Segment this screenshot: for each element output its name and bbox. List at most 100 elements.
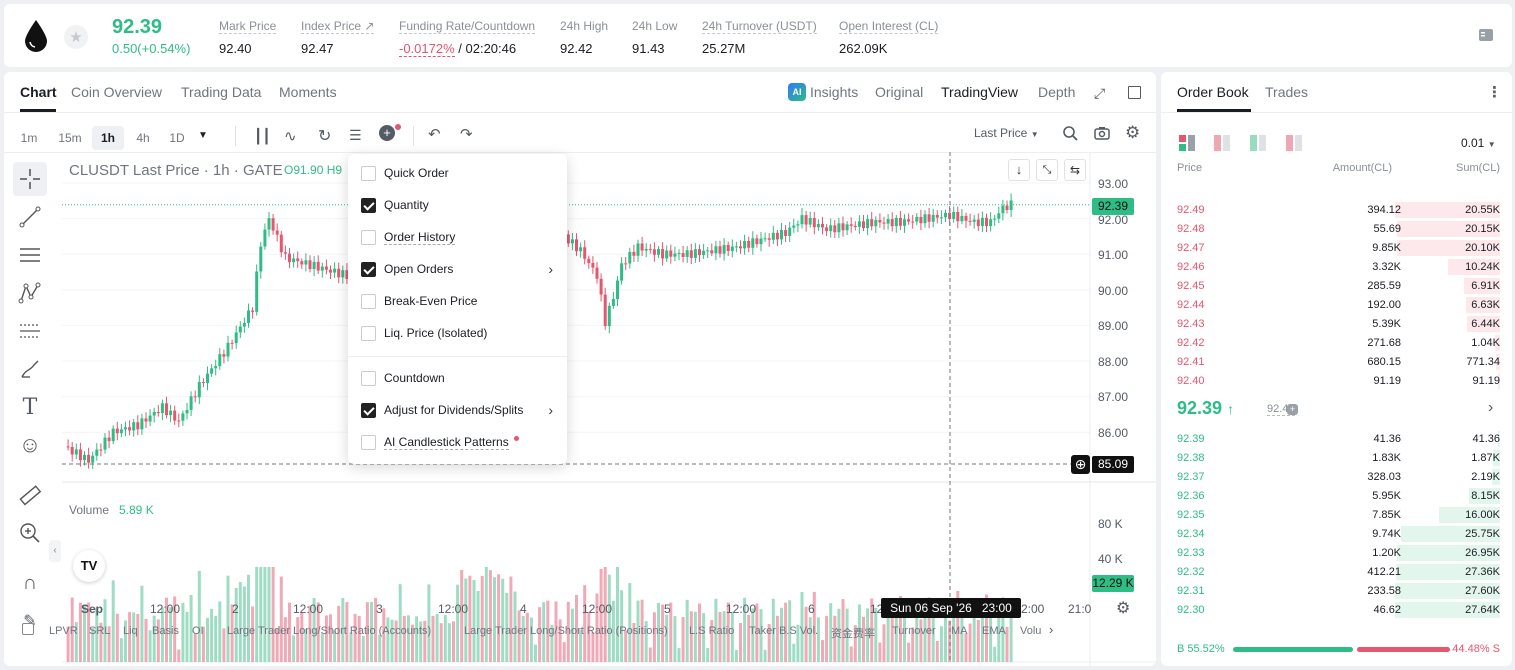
indicator-taker-bs-vol[interactable]: Taker B.S Vol. xyxy=(749,625,819,637)
bid-row[interactable]: 92.35 7.85K 16.00K xyxy=(1161,505,1512,524)
menu-item-quantity[interactable]: Quantity xyxy=(348,191,567,219)
checkbox[interactable] xyxy=(361,293,376,309)
expand-icon[interactable]: ⤢ xyxy=(1094,85,1106,101)
tab-coin-overview[interactable]: Coin Overview xyxy=(71,84,163,100)
chevron-right-icon[interactable]: › xyxy=(1488,399,1494,416)
ask-row[interactable]: 92.41 680.15 771.34 xyxy=(1161,352,1512,371)
tab-trading-data[interactable]: Trading Data xyxy=(181,84,262,100)
menu-item-ai-patterns[interactable]: AI Candlestick Patterns xyxy=(348,428,567,456)
checkbox[interactable] xyxy=(361,325,376,341)
view-depth[interactable]: Depth xyxy=(1038,84,1076,100)
menu-item-open-orders[interactable]: Open Orders › xyxy=(348,255,567,283)
tf-4h[interactable]: 4h xyxy=(136,131,150,145)
menu-item-order-history[interactable]: Order History xyxy=(348,223,567,251)
turnover-label[interactable]: 24h Turnover (USDT) xyxy=(702,19,817,34)
candles-type-icon[interactable]: ┃┃ xyxy=(254,128,271,144)
menu-item-liq-price[interactable]: Liq. Price (Isolated) xyxy=(348,319,567,347)
bid-row[interactable]: 92.33 1.20K 26.95K xyxy=(1161,543,1512,562)
checkbox[interactable] xyxy=(361,229,376,245)
tf-1h[interactable]: 1h xyxy=(92,126,124,150)
view-tradingview[interactable]: TradingView xyxy=(941,84,1019,100)
indicator-large-trader-positions[interactable]: Large Trader Long/Short Ratio (Positions… xyxy=(464,625,668,637)
checkbox[interactable] xyxy=(361,434,376,450)
pattern-tool-icon[interactable] xyxy=(13,276,47,310)
book-view-asks-icon[interactable] xyxy=(1214,135,1230,151)
crosshair-add-icon[interactable]: ⊕ xyxy=(1071,455,1090,474)
indicator-lpvr[interactable]: LPVR xyxy=(49,625,78,637)
tf-dropdown-icon[interactable]: ▼ xyxy=(198,130,208,141)
indicator-basis[interactable]: Basis xyxy=(152,625,179,637)
fullscreen-icon[interactable] xyxy=(1128,86,1141,99)
gear-icon[interactable]: ⚙ xyxy=(1125,123,1141,142)
indicator-funding-rate[interactable]: 资金费率 xyxy=(831,628,875,640)
checkbox[interactable] xyxy=(361,370,376,386)
funding-rate-label[interactable]: Funding Rate/Countdown xyxy=(399,19,536,34)
precision-select[interactable]: 0.01 ▼ xyxy=(1461,136,1496,150)
magnet-icon[interactable]: ∩ xyxy=(22,571,38,594)
bid-row[interactable]: 92.38 1.83K 1.87K xyxy=(1161,448,1512,467)
indicator-ma[interactable]: MA xyxy=(951,625,968,637)
bid-row[interactable]: 92.36 5.95K 8.15K xyxy=(1161,486,1512,505)
book-view-both-icon[interactable] xyxy=(1179,135,1195,151)
replay-icon[interactable]: ↻ xyxy=(318,128,332,145)
brush-tool-icon[interactable] xyxy=(13,352,47,386)
indicator-volume[interactable]: Volu xyxy=(1020,625,1042,637)
open-interest-label[interactable]: Open Interest (CL) xyxy=(839,19,939,34)
bid-row[interactable]: 92.37 328.03 2.19K xyxy=(1161,467,1512,486)
indicator-srl[interactable]: SRL xyxy=(89,625,111,637)
ask-row[interactable]: 92.44 192.00 6.63K xyxy=(1161,295,1512,314)
ask-row[interactable]: 92.48 55.69 20.15K xyxy=(1161,219,1512,238)
indicators-more-icon[interactable]: › xyxy=(1049,622,1054,637)
indicators-icon[interactable]: ∿ xyxy=(284,128,297,145)
search-icon[interactable] xyxy=(1062,125,1078,141)
more-vertical-icon[interactable]: ⋮ xyxy=(1487,84,1502,101)
favorite-star-icon[interactable]: ★ xyxy=(64,25,88,49)
reset-scale-icon[interactable]: ⇆ xyxy=(1064,159,1086,181)
checkbox-checked[interactable] xyxy=(361,402,376,418)
ask-row[interactable]: 92.40 91.19 91.19 xyxy=(1161,371,1512,390)
tab-trades[interactable]: Trades xyxy=(1265,84,1309,100)
indicator-ls-ratio[interactable]: L.S Ratio xyxy=(689,625,735,637)
bid-row[interactable]: 92.30 46.62 27.64K xyxy=(1161,600,1512,619)
checkbox-checked[interactable] xyxy=(361,197,376,213)
redo-icon[interactable]: ↷ xyxy=(460,126,473,143)
tf-15m[interactable]: 15m xyxy=(58,131,82,145)
indicator-oi[interactable]: OI xyxy=(192,625,204,637)
camera-icon[interactable] xyxy=(1094,126,1110,140)
fib-tool-icon[interactable] xyxy=(13,314,47,348)
book-view-depth-icon[interactable] xyxy=(1286,135,1302,151)
scroll-down-icon[interactable]: ↓ xyxy=(1008,159,1030,181)
menu-item-countdown[interactable]: Countdown xyxy=(348,364,567,392)
ask-row[interactable]: 92.42 271.68 1.04K xyxy=(1161,333,1512,352)
menu-item-quick-order[interactable]: Quick Order xyxy=(348,159,567,187)
emoji-tool-icon[interactable]: ☺ xyxy=(18,432,42,457)
price-type-select[interactable]: Last Price ▼ xyxy=(974,126,1039,140)
ai-insights-icon[interactable]: AI xyxy=(788,83,806,101)
indicator-bar-icon[interactable] xyxy=(22,623,34,635)
tab-order-book[interactable]: Order Book xyxy=(1177,84,1249,100)
view-insights[interactable]: Insights xyxy=(810,84,859,100)
text-tool-icon[interactable]: T xyxy=(22,394,38,420)
horizontal-lines-tool-icon[interactable] xyxy=(13,238,47,272)
mid-price[interactable]: 92.39 ↑ xyxy=(1177,398,1234,419)
bid-row[interactable]: 92.32 412.21 27.36K xyxy=(1161,562,1512,581)
tab-moments[interactable]: Moments xyxy=(279,84,337,100)
ask-row[interactable]: 92.49 394.12 20.55K xyxy=(1161,200,1512,219)
checkbox[interactable] xyxy=(361,165,376,181)
book-view-bids-icon[interactable] xyxy=(1250,135,1266,151)
ask-row[interactable]: 92.45 285.59 6.91K xyxy=(1161,276,1512,295)
ask-row[interactable]: 92.46 3.32K 10.24K xyxy=(1161,257,1512,276)
bid-row[interactable]: 92.31 233.58 27.60K xyxy=(1161,581,1512,600)
ask-row[interactable]: 92.47 9.85K 20.10K xyxy=(1161,238,1512,257)
zoom-in-icon[interactable] xyxy=(13,516,47,550)
index-price-label[interactable]: Index Price ↗ xyxy=(301,19,375,34)
mark-price-label[interactable]: Mark Price xyxy=(219,19,277,34)
crosshair-tool-icon[interactable] xyxy=(13,162,47,196)
price-chart[interactable] xyxy=(4,152,1156,666)
checkbox-checked[interactable] xyxy=(361,261,376,277)
ruler-tool-icon[interactable] xyxy=(13,478,47,512)
time-settings-icon[interactable]: ⚙ xyxy=(1116,600,1131,617)
collapse-toolbar-icon[interactable]: ‹ xyxy=(49,540,61,562)
indicator-liq[interactable]: Liq xyxy=(123,625,138,637)
indicator-ema[interactable]: EMA xyxy=(982,625,1006,637)
